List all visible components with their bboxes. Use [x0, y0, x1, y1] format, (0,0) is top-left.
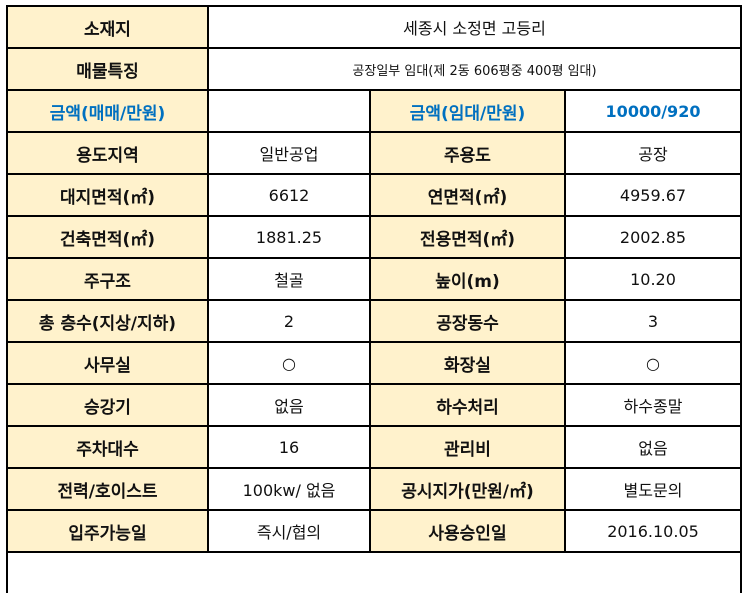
row-label: 주용도 [369, 131, 566, 175]
property-info-table: 소재지 세종시 소정면 고등리 매물특징 공장일부 임대(제 2동 606평중 400… [6, 5, 742, 593]
row-label: 공장동수 [369, 299, 566, 343]
row-label: 관리비 [369, 425, 566, 469]
table-row: 매물특징 공장일부 임대(제 2동 606평중 400평 임대) [6, 47, 742, 91]
row-value: 10.20 [564, 257, 742, 301]
table-row: 소재지 세종시 소정면 고등리 [6, 5, 742, 49]
table-row: 총 층수(지상/지하) 2 공장동수 3 [6, 299, 742, 343]
table-row: 용도지역 일반공업 주용도 공장 [6, 131, 742, 175]
row-label: 건축면적(㎡) [6, 215, 209, 259]
row-label: 전용면적(㎡) [369, 215, 566, 259]
row-value: 3 [564, 299, 742, 343]
table-row-empty [6, 551, 742, 593]
table-row: 사무실 ○ 화장실 ○ [6, 341, 742, 385]
row-value: 없음 [207, 383, 371, 427]
row-value: 공장 [564, 131, 742, 175]
row-value: 10000/920 [564, 89, 742, 133]
row-value: 2016.10.05 [564, 509, 742, 553]
row-label: 공시지가(만원/㎡) [369, 467, 566, 511]
row-value: ○ [207, 341, 371, 385]
table-row: 금액(매매/만원) 금액(임대/만원) 10000/920 [6, 89, 742, 133]
row-label: 화장실 [369, 341, 566, 385]
row-value: 일반공업 [207, 131, 371, 175]
row-value: 4959.67 [564, 173, 742, 217]
row-value: 즉시/협의 [207, 509, 371, 553]
row-label: 대지면적(㎡) [6, 173, 209, 217]
row-value: 공장일부 임대(제 2동 606평중 400평 임대) [207, 47, 742, 91]
row-label: 전력/호이스트 [6, 467, 209, 511]
row-label: 입주가능일 [6, 509, 209, 553]
row-label: 높이(m) [369, 257, 566, 301]
row-label: 사무실 [6, 341, 209, 385]
row-label: 승강기 [6, 383, 209, 427]
table-row: 대지면적(㎡) 6612 연면적(㎡) 4959.67 [6, 173, 742, 217]
row-label: 주구조 [6, 257, 209, 301]
table-row: 전력/호이스트 100kw/ 없음 공시지가(만원/㎡) 별도문의 [6, 467, 742, 511]
row-value: 별도문의 [564, 467, 742, 511]
table-row: 주차대수 16 관리비 없음 [6, 425, 742, 469]
row-value: 2 [207, 299, 371, 343]
row-value: ○ [564, 341, 742, 385]
table-row: 주구조 철골 높이(m) 10.20 [6, 257, 742, 301]
row-label: 금액(임대/만원) [369, 89, 566, 133]
table-row: 입주가능일 즉시/협의 사용승인일 2016.10.05 [6, 509, 742, 553]
row-value: 2002.85 [564, 215, 742, 259]
row-value: 하수종말 [564, 383, 742, 427]
empty-cell [6, 551, 742, 593]
row-value: 16 [207, 425, 371, 469]
row-label: 하수처리 [369, 383, 566, 427]
row-value: 철골 [207, 257, 371, 301]
row-value: 6612 [207, 173, 371, 217]
row-label: 사용승인일 [369, 509, 566, 553]
row-value: 없음 [564, 425, 742, 469]
table-row: 승강기 없음 하수처리 하수종말 [6, 383, 742, 427]
row-value: 세종시 소정면 고등리 [207, 5, 742, 49]
row-label: 금액(매매/만원) [6, 89, 209, 133]
row-label: 총 층수(지상/지하) [6, 299, 209, 343]
row-label: 주차대수 [6, 425, 209, 469]
row-label: 연면적(㎡) [369, 173, 566, 217]
row-value: 100kw/ 없음 [207, 467, 371, 511]
row-value [207, 89, 371, 133]
table-row: 건축면적(㎡) 1881.25 전용면적(㎡) 2002.85 [6, 215, 742, 259]
row-label: 매물특징 [6, 47, 209, 91]
row-label: 용도지역 [6, 131, 209, 175]
row-value: 1881.25 [207, 215, 371, 259]
row-label: 소재지 [6, 5, 209, 49]
